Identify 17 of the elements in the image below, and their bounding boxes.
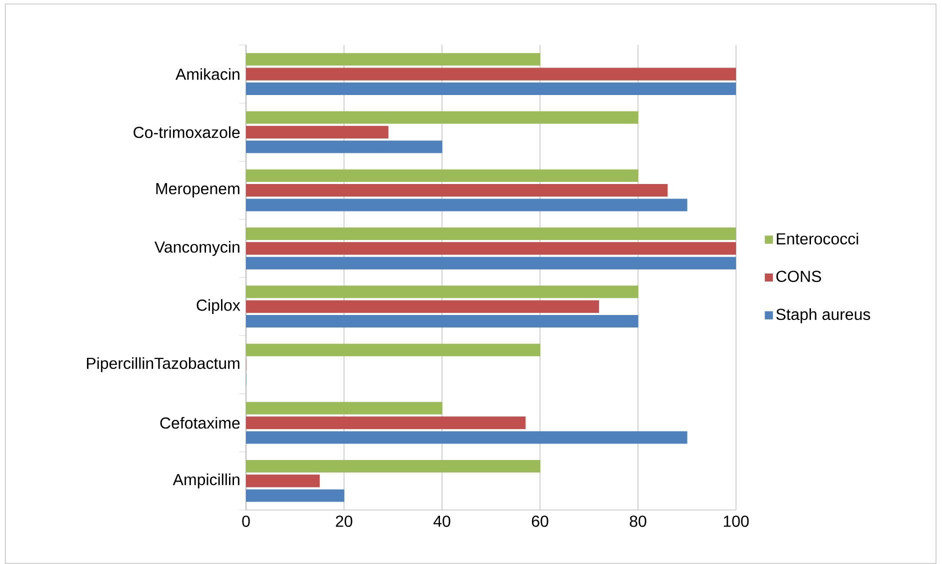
legend-label: Enterococci <box>776 232 858 244</box>
x-tick-label: 80 <box>630 516 646 527</box>
x-tick-label: 60 <box>532 516 548 527</box>
y-tick-label: Ciplox <box>196 299 240 314</box>
y-tick-label: Vancomycin <box>154 240 240 256</box>
y-tick-label: Amikacin <box>176 68 240 80</box>
y-tick-label: Cefotaxime <box>160 416 240 429</box>
x-tick-label: 20 <box>336 516 352 527</box>
legend-label: CONS <box>776 270 822 282</box>
y-tick-label: Co-trimoxazole <box>134 126 240 138</box>
y-tick-label: PipercillinTazobactum <box>86 357 240 372</box>
y-tick-label: Ampicillin <box>172 473 240 488</box>
x-tick-label: 100 <box>724 516 749 527</box>
x-tick-label: 0 <box>242 516 250 527</box>
x-tick-label: 40 <box>433 516 450 527</box>
legend-label: Staph aureus <box>776 308 870 324</box>
y-tick-label: Meropenem <box>156 183 240 198</box>
